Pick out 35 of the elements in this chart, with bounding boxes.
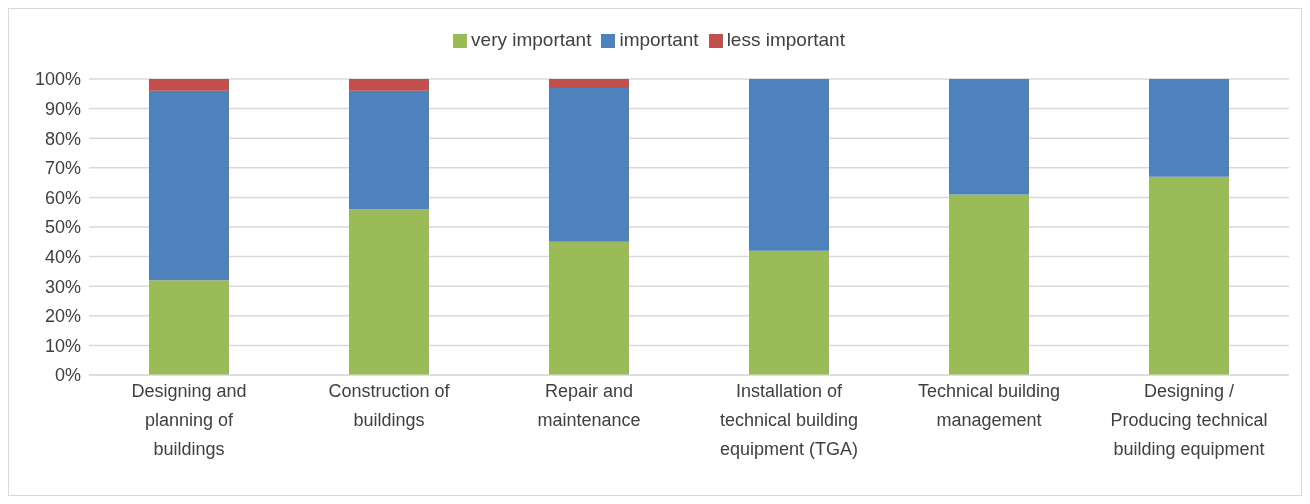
y-tick-label: 60% (44, 187, 81, 208)
y-tick-label: 100% (34, 69, 81, 90)
bar (149, 79, 229, 91)
bar (1149, 79, 1229, 177)
y-tick-label: 20% (44, 306, 81, 327)
bar (549, 87, 629, 242)
bar (149, 280, 229, 375)
bar (949, 79, 1029, 195)
legend-label: important (619, 29, 699, 50)
y-tick-label: 70% (44, 158, 81, 179)
x-tick-label: Technical building management (917, 381, 1061, 430)
y-tick-label: 30% (44, 276, 81, 297)
bar (149, 90, 229, 281)
y-tick-label: 50% (44, 217, 81, 238)
bar (749, 250, 829, 375)
x-tick-label: Designing / Producing technical building equipment (1110, 381, 1268, 459)
bar (349, 209, 429, 375)
y-tick-label: 40% (44, 246, 81, 267)
x-tick-label: Construction of buildings (328, 381, 451, 430)
y-tick-label: 0% (54, 365, 81, 386)
bar (1149, 176, 1229, 375)
x-tick-label: Designing and planning of buildings (131, 381, 247, 459)
bar (349, 79, 429, 91)
bar (349, 90, 429, 210)
bar (949, 194, 1029, 375)
x-tick-label: Repair and maintenance (537, 381, 641, 430)
y-tick-label: 90% (44, 98, 81, 119)
bar (749, 79, 829, 251)
bar (549, 241, 629, 375)
y-tick-label: 10% (44, 335, 81, 356)
bar (549, 79, 629, 88)
legend-label: very important (471, 29, 592, 50)
x-tick-label: Installation of technical building equipment (TGA) (719, 381, 859, 459)
y-tick-label: 80% (44, 128, 81, 149)
legend-label: less important (726, 29, 845, 50)
